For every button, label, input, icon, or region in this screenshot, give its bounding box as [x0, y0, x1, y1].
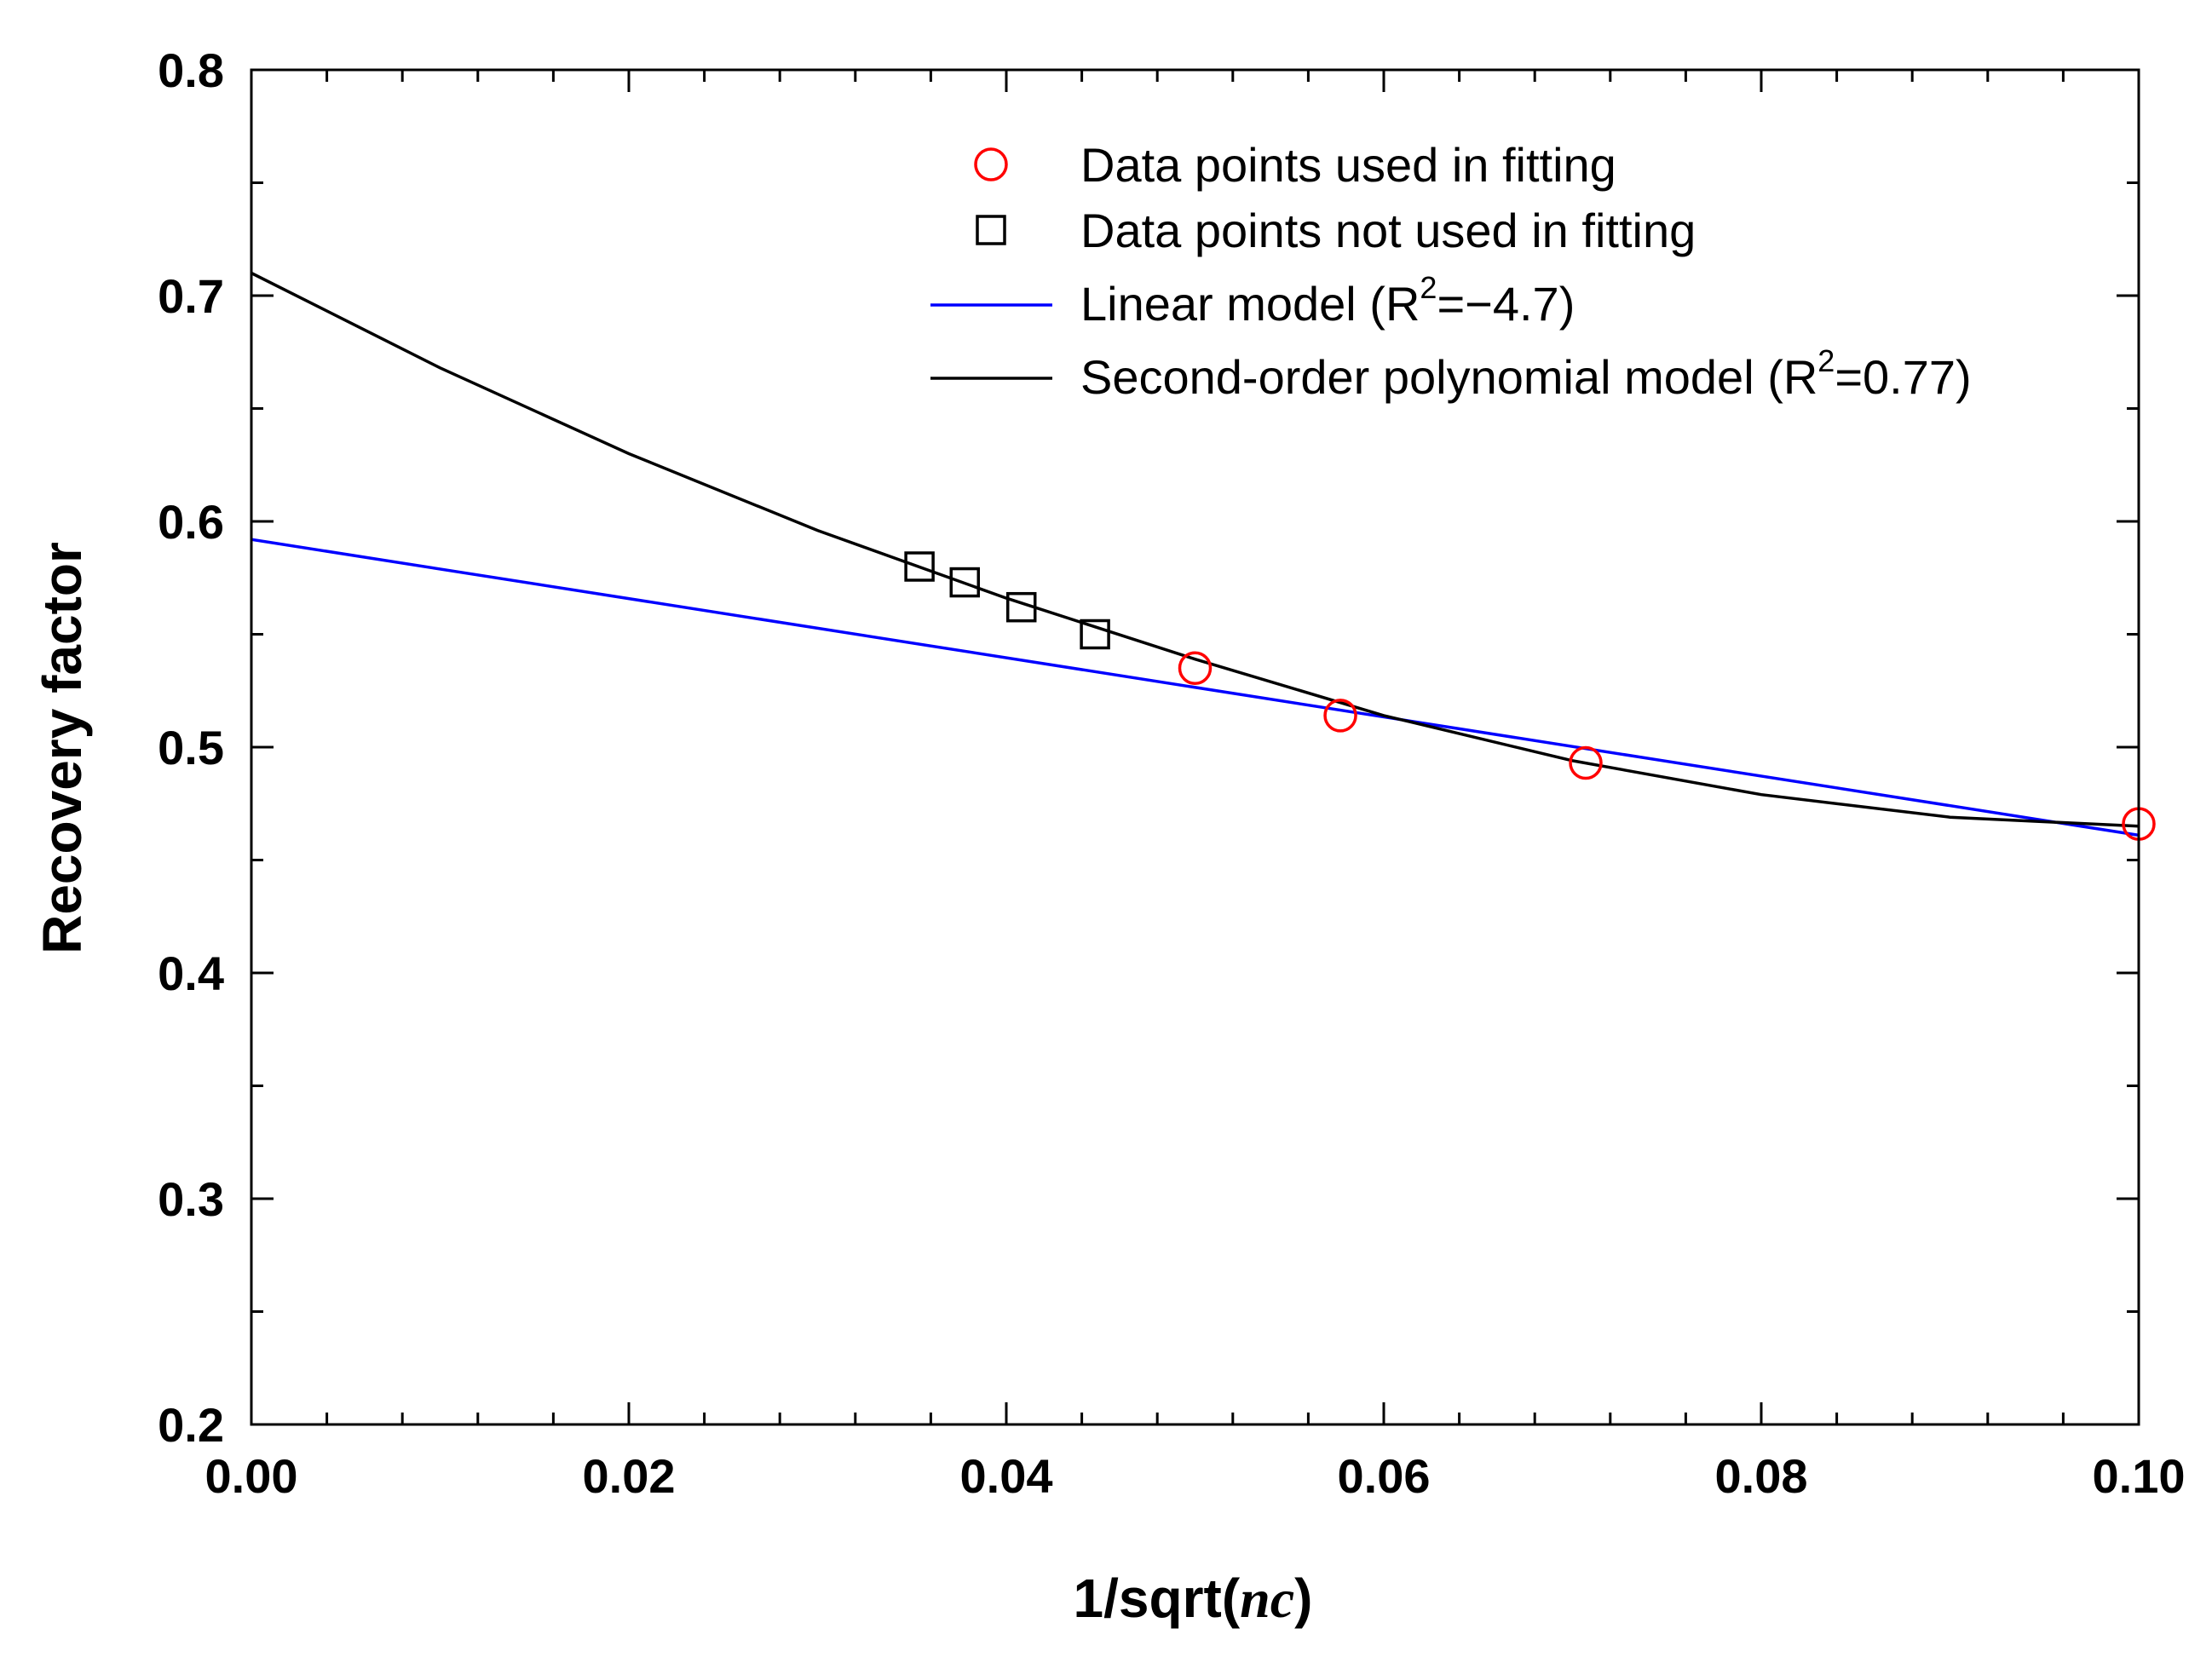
polynomial-model-curve [251, 271, 2140, 828]
y-tick-label: 0.2 [158, 1398, 224, 1452]
x-axis-title-prefix: 1/sqrt( [1074, 1568, 1241, 1629]
y-tick-label: 0.4 [158, 947, 224, 1000]
y-tick-label: 0.8 [158, 43, 224, 97]
y-tick-label: 0.3 [158, 1172, 224, 1226]
x-axis-title-italic: nc [1240, 1568, 1294, 1629]
x-tick-label: 0.10 [2093, 1449, 2186, 1503]
legend-circle-marker [974, 147, 1008, 181]
legend-label-superscript: 2 [1817, 343, 1835, 378]
legend-label: Data points not used in fitting [1080, 204, 1696, 257]
x-axis-title-suffix: ) [1294, 1568, 1312, 1629]
y-axis-title: Recovery factor [32, 542, 93, 954]
y-tick-label: 0.6 [158, 495, 224, 549]
unfitted-data-point [904, 551, 935, 582]
unfitted-data-point [1005, 591, 1037, 623]
x-tick-label: 0.08 [1715, 1449, 1808, 1503]
fitted-data-point [1569, 745, 1603, 780]
y-tick-label: 0.7 [158, 269, 224, 323]
legend-label-text: Linear model (R [1080, 277, 1420, 331]
unfitted-data-point [1080, 619, 1110, 650]
legend-label-text: Second-order polynomial model (R [1080, 350, 1817, 404]
legend-square-marker [976, 215, 1006, 245]
x-tick-label: 0.06 [1338, 1449, 1431, 1503]
x-tick-label: 0.00 [205, 1449, 298, 1503]
plot-series [251, 271, 2156, 841]
unfitted-data-point [949, 567, 981, 598]
y-tick-label: 0.5 [158, 721, 224, 774]
legend-label-text: =−4.7) [1437, 277, 1575, 331]
x-axis-title: 1/sqrt(nc) [1074, 1568, 1313, 1629]
legend-label: Second-order polynomial model (R2=0.77) [1080, 343, 1972, 404]
legend-label: Linear model (R2=−4.7) [1080, 270, 1575, 331]
legend: Data points used in fitting Data points n… [930, 138, 1972, 404]
fitted-data-point [1178, 651, 1213, 685]
linear-model-line [251, 538, 2140, 837]
x-tick-label: 0.02 [583, 1449, 676, 1503]
legend-label-text: =0.77) [1835, 350, 1971, 404]
axis-ticks [250, 68, 2140, 1426]
legend-label-superscript: 2 [1420, 270, 1437, 305]
x-tick-label: 0.04 [960, 1449, 1053, 1503]
fitted-data-point [1323, 699, 1357, 733]
legend-label: Data points used in fitting [1080, 138, 1616, 192]
axis-tick-labels: 0.00 0.02 0.04 0.06 0.08 0.10 0.2 0.3 0.4 0.5 0.6 0… [158, 43, 2185, 1503]
